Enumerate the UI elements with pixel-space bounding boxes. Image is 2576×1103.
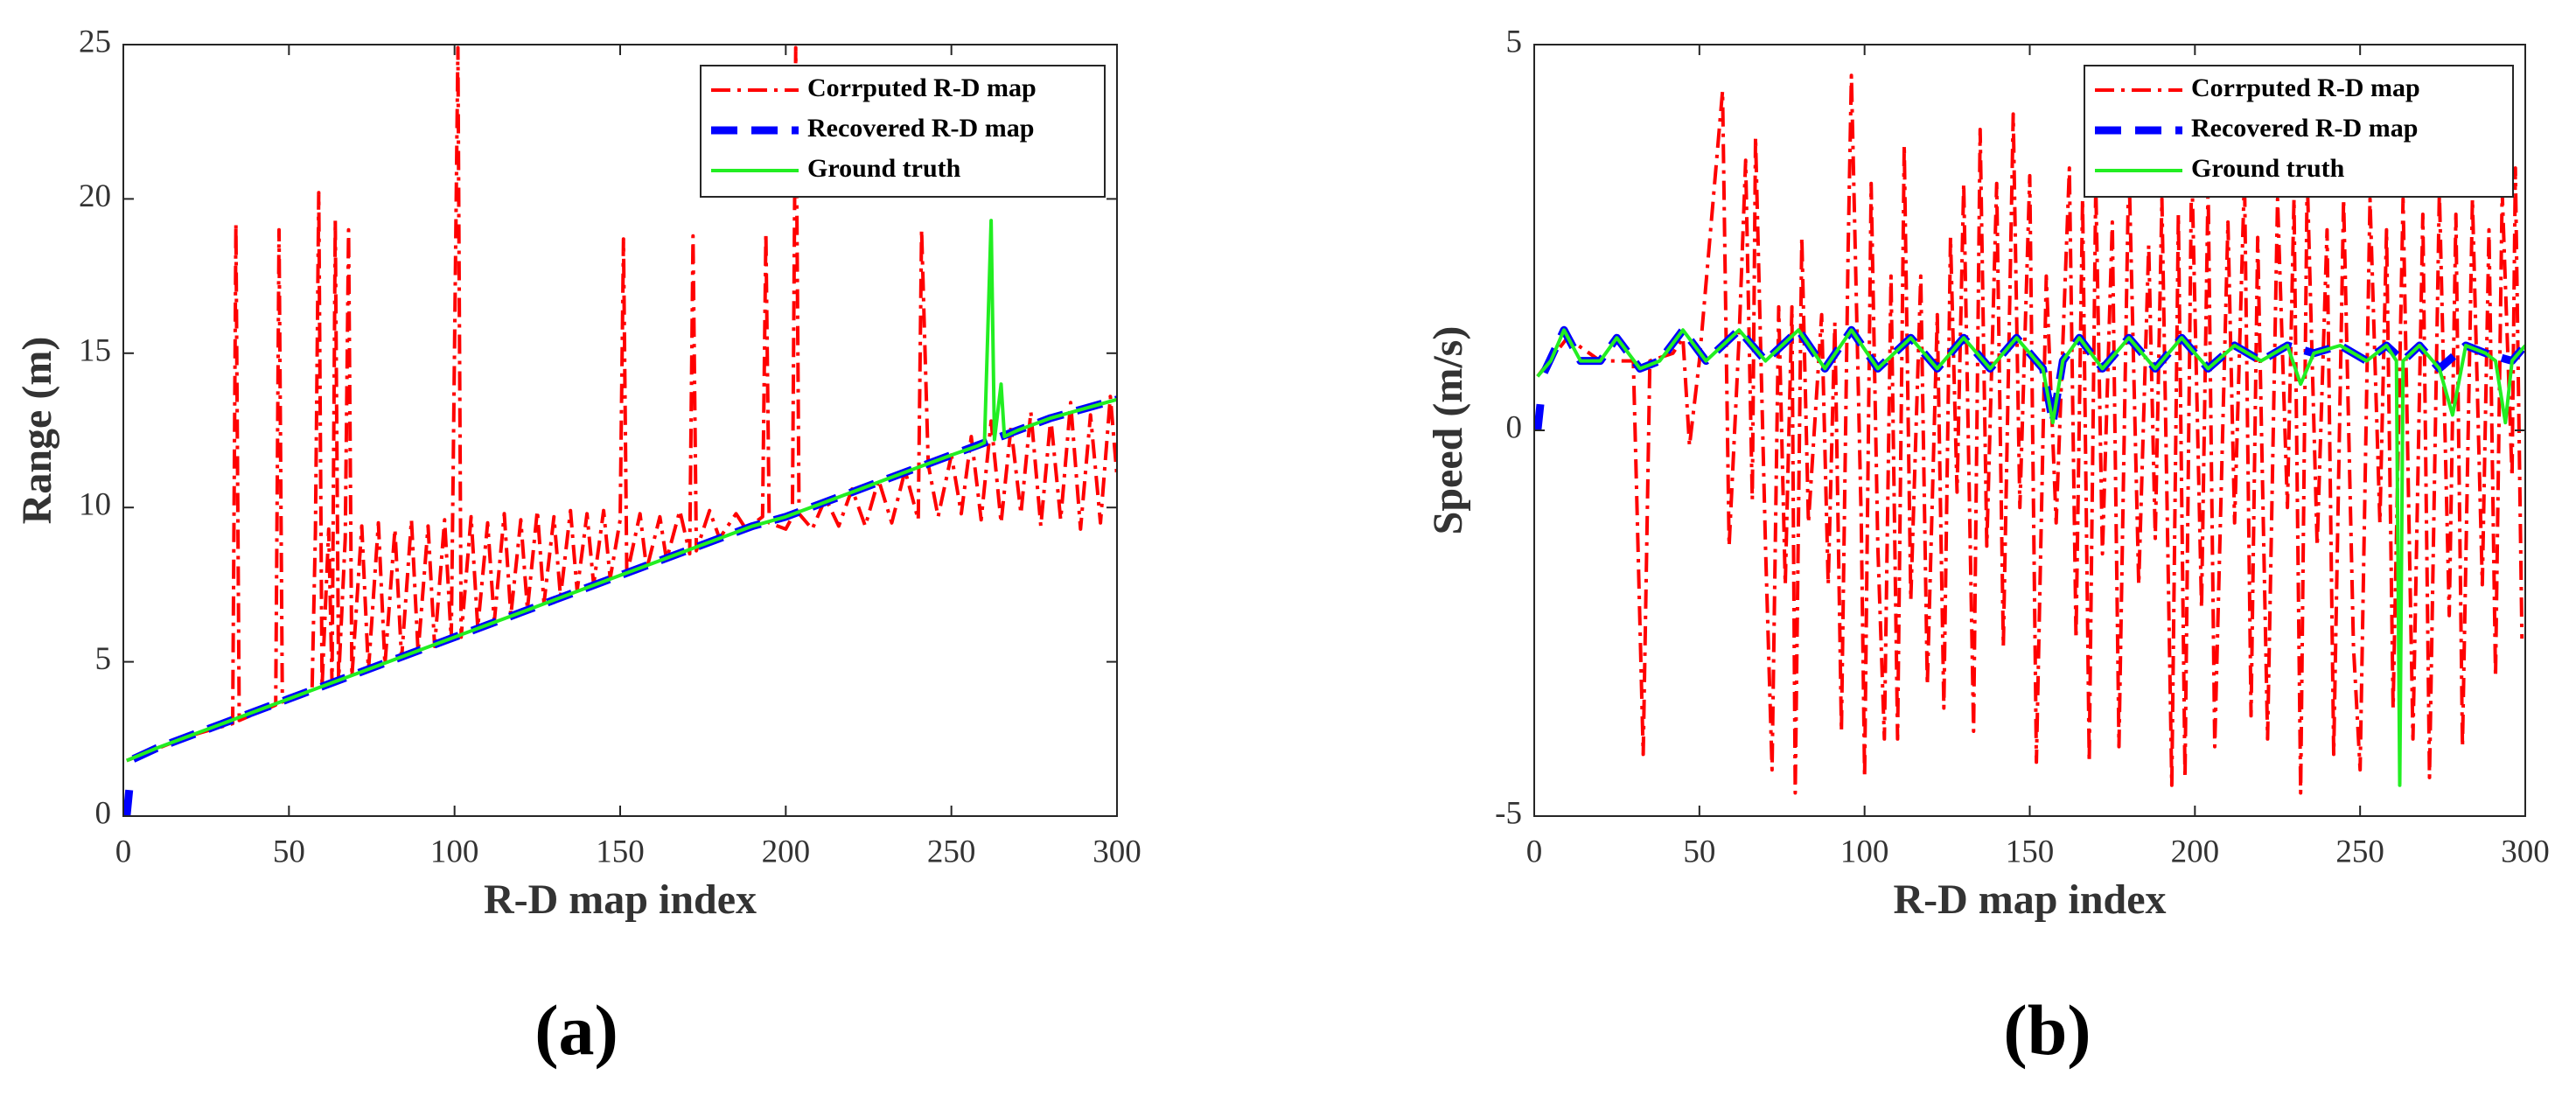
x-tick-label: 150 (596, 834, 645, 869)
legend-label: Corrputed R-D map (2191, 73, 2420, 102)
y-tick-label: 5 (1506, 24, 1523, 59)
y-tick-label: 15 (79, 332, 111, 368)
x-tick-label: 250 (927, 834, 976, 869)
y-tick-label: -5 (1495, 795, 1522, 831)
x-tick-label: 300 (1093, 834, 1141, 869)
legend-label: Ground truth (807, 154, 961, 183)
x-tick-label: 100 (430, 834, 479, 869)
x-tick-label: 300 (2501, 834, 2550, 869)
x-tick-label: 250 (2335, 834, 2384, 869)
y-tick-label: 0 (1506, 409, 1523, 445)
x-tick-label: 50 (273, 834, 305, 869)
x-tick-label: 200 (762, 834, 811, 869)
x-tick-label: 0 (115, 834, 132, 869)
x-axis-label: R-D map index (1893, 876, 2166, 923)
legend-label: Recovered R-D map (2191, 114, 2418, 143)
panel-label: (b) (2003, 990, 2091, 1070)
x-tick-label: 100 (1840, 834, 1889, 869)
legend-label: Corrputed R-D map (807, 73, 1037, 102)
y-tick-label: 25 (79, 24, 111, 59)
panel-label: (a) (534, 990, 618, 1070)
y-tick-label: 0 (95, 795, 112, 831)
y-axis-label: Speed (m/s) (1425, 326, 1471, 535)
x-tick-label: 150 (2006, 834, 2055, 869)
legend-label: Ground truth (2191, 154, 2345, 183)
y-tick-label: 5 (95, 641, 112, 677)
series-line (1536, 73, 2524, 795)
series-line (126, 219, 1117, 763)
x-tick-label: 200 (2171, 834, 2220, 869)
x-tick-label: 0 (1526, 834, 1543, 869)
y-tick-label: 20 (79, 178, 111, 214)
legend-label: Recovered R-D map (807, 114, 1034, 143)
x-tick-label: 50 (1683, 834, 1715, 869)
y-axis-label: Range (m) (14, 337, 60, 525)
x-axis-label: R-D map index (484, 876, 757, 923)
y-tick-label: 10 (79, 487, 111, 523)
series-line (1536, 328, 2525, 787)
